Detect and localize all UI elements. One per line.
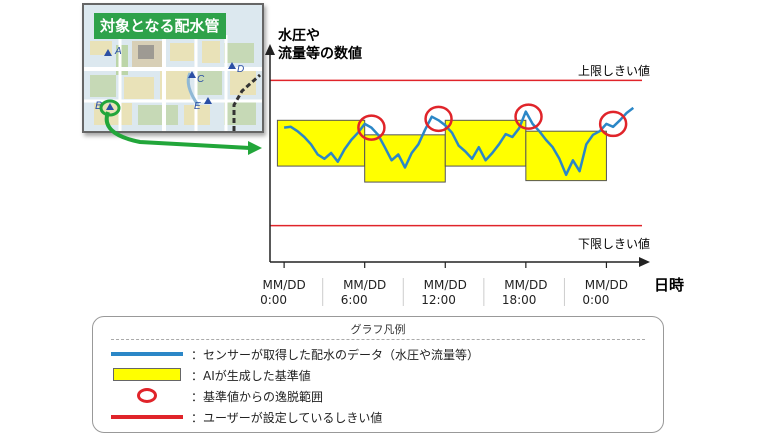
legend-item-sensor-data: ：センサーが取得した配水のデータ（水圧や流量等） xyxy=(111,345,479,363)
legend-item-deviation: ：基準値からの逸脱範囲 xyxy=(111,387,323,405)
x-tick-label-time: 0:00 xyxy=(582,293,609,307)
y-axis-label-line1: 水圧や xyxy=(278,27,320,44)
baseline-band-2 xyxy=(364,134,446,183)
sensor-data-line xyxy=(283,106,635,177)
legend-label: ：センサーが取得した配水のデータ（水圧や流量等） xyxy=(191,347,480,362)
legend-swatch-line-red xyxy=(111,408,183,426)
series-group xyxy=(283,106,635,177)
legend-item-baseline: ：AIが生成した基準値 xyxy=(111,366,311,384)
x-tick-label-date: MM/DD xyxy=(504,278,547,292)
x-tick-label-time: 6:00 xyxy=(341,293,368,307)
map-label-c: C xyxy=(197,74,205,85)
x-tick-label-time: 12:00 xyxy=(421,293,456,307)
map-marker-a xyxy=(104,49,112,56)
legend-divider xyxy=(111,339,645,340)
y-axis-label-line2: 流量等の数値 xyxy=(278,45,362,62)
connector-arrow xyxy=(104,111,251,150)
deviation-circle-1 xyxy=(357,114,386,141)
legend-title: グラフ凡例 xyxy=(350,323,406,336)
y-axis-arrowhead xyxy=(265,44,275,55)
x-tick-label-date: MM/DD xyxy=(343,278,386,292)
connector-arrowhead xyxy=(248,141,262,155)
deviation-circle-2 xyxy=(424,105,453,133)
legend-label: ：基準値からの逸脱範囲 xyxy=(191,389,324,404)
x-ticks: MM/DD0:00MM/DD6:00MM/DD12:00MM/DD18:00MM… xyxy=(260,262,628,307)
lower-threshold-label: 下限しきい値 xyxy=(578,236,650,251)
x-tick-label-time: 0:00 xyxy=(260,293,287,307)
legend-swatch-yellow-box xyxy=(111,366,183,384)
map-label-a: A xyxy=(114,46,122,57)
map-marker-c xyxy=(188,71,196,78)
map-marker-d xyxy=(228,62,236,69)
legend-swatch-line-blue xyxy=(111,345,183,363)
map-label-e: E xyxy=(194,101,201,112)
deviation-circle-4 xyxy=(598,110,628,138)
legend-label: ：AIが生成した基準値 xyxy=(191,368,311,383)
x-tick-label-date: MM/DD xyxy=(585,278,628,292)
x-axis-arrowhead xyxy=(639,257,650,267)
map-marker-b xyxy=(106,103,114,110)
chart: 水圧や 流量等の数値 日時 上限しきい値 下限しきい値 MM/DD0:00MM/… xyxy=(99,27,684,307)
x-tick-label-date: MM/DD xyxy=(424,278,467,292)
threshold-lines xyxy=(270,79,642,227)
map-marker-e xyxy=(204,97,212,104)
x-axis-label: 日時 xyxy=(654,276,684,294)
map-label-b: B xyxy=(95,100,102,112)
x-tick-label-time: 18:00 xyxy=(502,293,537,307)
legend-item-threshold: ：ユーザーが設定しているしきい値 xyxy=(111,408,382,426)
deviation-markers xyxy=(357,103,628,141)
map-label-d: D xyxy=(237,64,244,75)
legend-swatch-red-circle xyxy=(111,387,183,405)
source-marker-circle xyxy=(99,99,121,117)
legend: グラフ凡例 ：センサーが取得した配水のデータ（水圧や流量等） ：AIが生成した基… xyxy=(92,316,664,433)
x-tick-label-date: MM/DD xyxy=(262,278,305,292)
map-thumbnail: A B C D E 対象となる配水管 xyxy=(82,3,264,133)
legend-label: ：ユーザーが設定しているしきい値 xyxy=(191,410,383,425)
deviation-circle-3 xyxy=(514,103,543,130)
map-title: 対象となる配水管 xyxy=(94,13,226,39)
upper-threshold-label: 上限しきい値 xyxy=(578,63,650,78)
